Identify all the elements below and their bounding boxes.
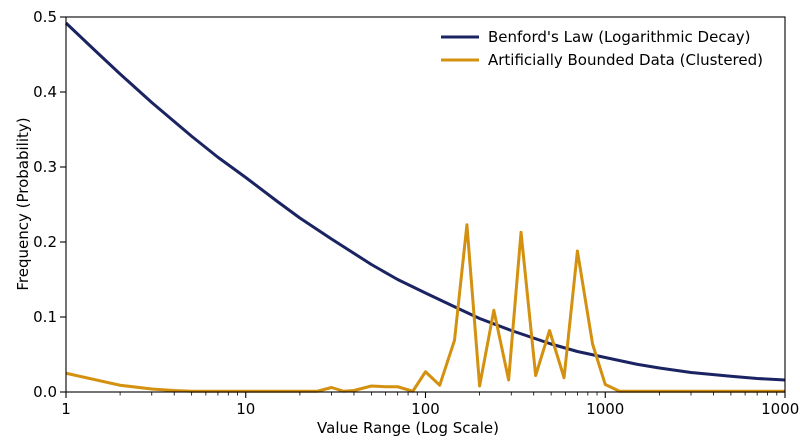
y-axis-label: Frequency (Probability) <box>14 117 32 290</box>
y-tick-label: 0.4 <box>33 83 57 101</box>
legend: Benford's Law (Logarithmic Decay) Artific… <box>441 28 763 69</box>
series-line-1 <box>64 21 786 382</box>
series-line-2 <box>65 223 785 393</box>
plot-frame <box>65 16 786 393</box>
y-tick-label: 0.5 <box>33 8 57 26</box>
legend-label-2: Artificially Bounded Data (Clustered) <box>488 51 763 69</box>
y-tick-label: 0.2 <box>33 233 57 251</box>
y-tick-label: 0.3 <box>33 158 57 176</box>
x-tick-label: 1 <box>61 400 71 418</box>
x-axis-label: Value Range (Log Scale) <box>317 419 499 437</box>
y-tick-label: 0.1 <box>33 308 57 326</box>
y-tick-label: 0.0 <box>33 383 57 401</box>
series-lines <box>64 21 786 393</box>
x-tick-label: 100 <box>411 400 440 418</box>
x-tick-label: 1000 <box>586 400 624 418</box>
legend-label-1: Benford's Law (Logarithmic Decay) <box>488 28 751 46</box>
x-tick-label: 10 <box>236 400 255 418</box>
